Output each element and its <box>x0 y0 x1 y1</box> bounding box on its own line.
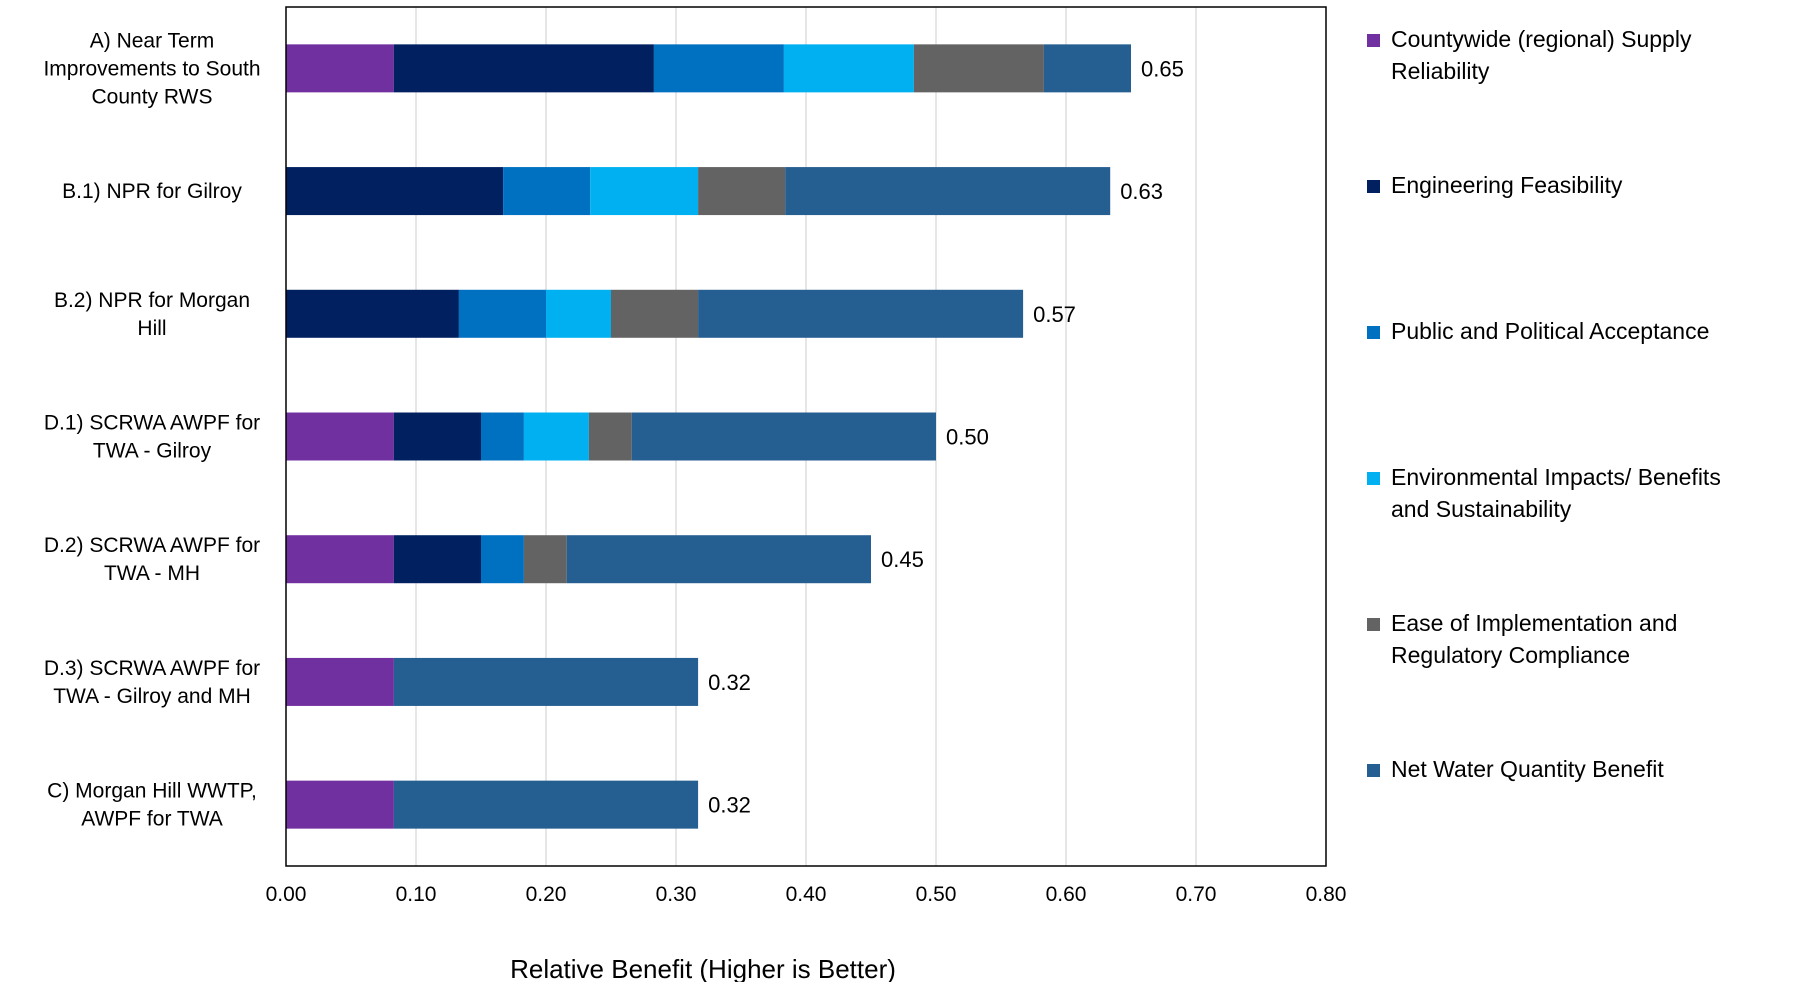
bar-segment <box>588 412 632 461</box>
bar-total-label: 0.57 <box>1033 302 1076 327</box>
bar-segment <box>785 167 1111 216</box>
bar-segment <box>286 289 459 338</box>
category-label: B.2) NPR for Morgan Hill <box>54 289 250 340</box>
category-label: D.3) SCRWA AWPF for TWA - Gilroy and MH <box>44 657 260 708</box>
legend-label: Countywide (regional) Supply Reliability <box>1391 26 1692 84</box>
x-tick-label: 0.80 <box>1306 883 1347 906</box>
x-tick-label: 0.20 <box>526 883 567 906</box>
plot-area-frame <box>285 6 1327 867</box>
bar-total-label: 0.45 <box>881 547 924 572</box>
legend-label: Environmental Impacts/ Benefits and Susta… <box>1391 464 1721 522</box>
bar-segment <box>611 289 699 338</box>
x-tick-label: 0.50 <box>916 883 957 906</box>
legend-swatch <box>1367 472 1380 485</box>
category-label: D.1) SCRWA AWPF for TWA - Gilroy <box>44 412 260 463</box>
bar-segment <box>503 167 591 216</box>
legend-swatch <box>1367 326 1380 339</box>
bar-segment <box>458 289 546 338</box>
bar-segment <box>523 412 589 461</box>
bar-segment <box>286 412 394 461</box>
bar-total-label: 0.32 <box>708 670 751 695</box>
bar-segment <box>286 44 394 93</box>
bar-segment <box>286 780 394 829</box>
bar-segment <box>913 44 1044 93</box>
bar-segment <box>481 535 524 584</box>
bar-segment <box>783 44 914 93</box>
bar-segment <box>566 535 871 584</box>
bar-segment <box>698 167 786 216</box>
bar-total-label: 0.63 <box>1120 179 1163 204</box>
legend-swatch <box>1367 34 1380 47</box>
legend: Countywide (regional) Supply Reliability E… <box>1367 26 1721 782</box>
x-tick-label: 0.00 <box>266 883 307 906</box>
legend-label: Net Water Quantity Benefit <box>1391 756 1664 782</box>
category-label: A) Near Term Improvements to South County … <box>43 29 260 108</box>
bar-total-label: 0.65 <box>1141 56 1184 81</box>
category-label: C) Morgan Hill WWTP, AWPF for TWA <box>47 780 257 831</box>
legend-swatch <box>1367 618 1380 631</box>
x-tick-label: 0.10 <box>396 883 437 906</box>
bar-segment <box>393 412 481 461</box>
bar-segment <box>590 167 699 216</box>
bar-segment <box>523 535 567 584</box>
bar-total-label: 0.50 <box>946 425 989 450</box>
bar-segment <box>698 289 1024 338</box>
bar-segment <box>393 780 699 829</box>
bars <box>286 44 1131 829</box>
legend-label: Public and Political Acceptance <box>1391 318 1709 344</box>
legend-label: Engineering Feasibility <box>1391 172 1623 198</box>
bar-segment <box>393 535 481 584</box>
bar-segment <box>631 412 936 461</box>
bar-segment <box>286 535 394 584</box>
bar-segment <box>1043 44 1131 93</box>
bar-total-label: 0.32 <box>708 793 751 818</box>
x-tick-label: 0.40 <box>786 883 827 906</box>
labels: 0.00 0.10 0.20 0.30 0.40 0.50 0.60 0.70 0.80 0.65… <box>43 29 1346 906</box>
x-tick-label: 0.70 <box>1176 883 1217 906</box>
bar-segment <box>481 412 524 461</box>
x-tick-label: 0.60 <box>1046 883 1087 906</box>
legend-label: Ease of Implementation and Regulatory Com… <box>1391 610 1677 668</box>
x-axis-title: Relative Benefit (Higher is Better) <box>510 954 896 982</box>
bar-segment <box>653 44 784 93</box>
x-tick-label: 0.30 <box>656 883 697 906</box>
legend-swatch <box>1367 180 1380 193</box>
category-label: D.2) SCRWA AWPF for TWA - MH <box>44 534 260 585</box>
bar-segment <box>286 657 394 706</box>
bar-segment <box>546 289 611 338</box>
legend-swatch <box>1367 764 1380 777</box>
bar-segment <box>393 44 654 93</box>
bar-segment <box>286 167 504 216</box>
bar-segment <box>393 657 699 706</box>
category-label: B.1) NPR for Gilroy <box>62 180 242 203</box>
